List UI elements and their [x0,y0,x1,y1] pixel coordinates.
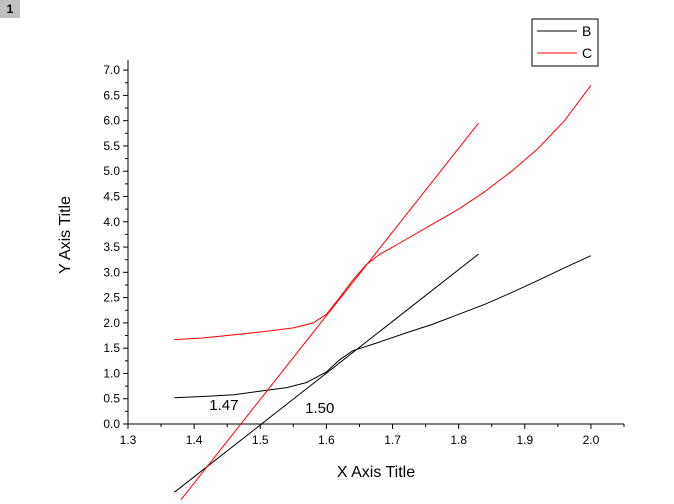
x-tick-label: 1.8 [450,433,467,447]
y-tick-label: 1.5 [103,341,120,355]
axes: 1.3 1.4 1.5 1.6 1.7 1.8 1.9 2.0 0.0 0.5 1.0 1.5 2.0 2… [103,60,625,447]
x-axis-title: X Axis Title [337,464,415,481]
y-tick-label: 2.0 [103,316,120,330]
y-axis-title: Y Axis Title [57,196,74,274]
series-layer [173,85,592,501]
series-b-line [174,255,592,399]
y-tick-label: 4.0 [103,215,120,229]
y-tick-label: 3.0 [103,265,120,279]
series-c-line [174,85,592,341]
tangent-c-line [180,122,479,501]
x-tick-label: 1.5 [252,433,269,447]
annotation-layer: 1.47 1.50 [209,397,334,417]
legend-label-b: B [582,23,591,39]
y-tick-label: 2.5 [103,291,120,305]
x-tick-label: 1.6 [318,433,335,447]
y-tick-label: 6.0 [103,114,120,128]
y-tick-label: 4.5 [103,190,120,204]
legend: B C [531,18,599,67]
legend-box [531,18,599,67]
y-tick-label: 5.5 [103,139,120,153]
tangent-b-line [173,253,479,493]
annotation-label: 1.50 [305,400,334,417]
x-tick-label: 1.7 [384,433,401,447]
layer-badge[interactable]: 1 [0,0,20,18]
y-tick-label: 0.0 [103,417,120,431]
annotation-label: 1.47 [209,397,238,414]
y-tick-label: 5.0 [103,164,120,178]
x-tick-label: 1.4 [186,433,203,447]
x-tick-label: 1.9 [516,433,533,447]
x-tick-label: 1.3 [120,433,137,447]
x-tick-label: 2.0 [583,433,600,447]
y-tick-label: 6.5 [103,88,120,102]
legend-label-c: C [582,45,592,61]
y-tick-label: 7.0 [103,63,120,77]
y-tick-label: 0.5 [103,392,120,406]
y-tick-label: 3.5 [103,240,120,254]
y-tick-label: 1.0 [103,366,120,380]
